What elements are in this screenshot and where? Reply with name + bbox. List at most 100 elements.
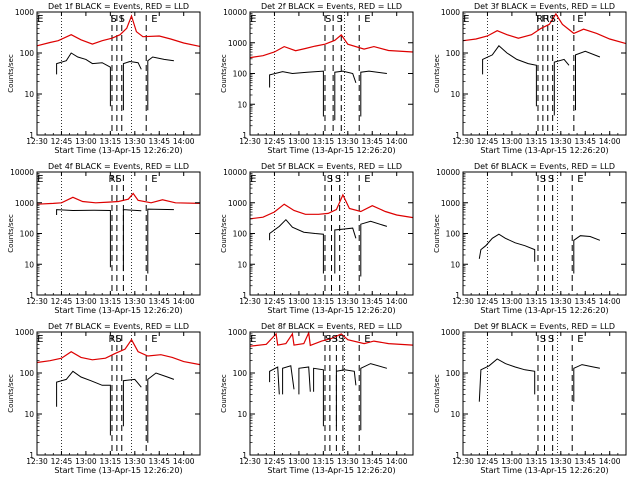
x-tick-label: 13:00 bbox=[501, 137, 523, 146]
event-rate-line bbox=[147, 372, 175, 443]
flag-label: E bbox=[250, 14, 256, 25]
x-tick-label: 13:30 bbox=[550, 137, 572, 146]
y-tick-label: 10000 bbox=[436, 168, 460, 177]
event-rate-line bbox=[553, 58, 570, 116]
x-tick-label: 12:30 bbox=[239, 137, 261, 146]
x-tick-label: 13:30 bbox=[337, 297, 359, 306]
chart-panel: Det 9f BLACK = Events, RED = LLD S S E 12:30… bbox=[433, 322, 627, 475]
x-tick-label: 12:45 bbox=[477, 297, 499, 306]
x-tick-label: 13:45 bbox=[361, 137, 383, 146]
x-tick-label: 14:00 bbox=[386, 297, 408, 306]
x-tick-label: 13:45 bbox=[148, 457, 170, 466]
flag-label: R bbox=[536, 14, 543, 25]
chart-title: Det 5f BLACK = Events, RED = LLD bbox=[261, 162, 402, 171]
x-tick-label: 13:15 bbox=[313, 297, 335, 306]
flag-label: S bbox=[325, 334, 331, 345]
chart-title: Det 8f BLACK = Events, RED = LLD bbox=[261, 322, 402, 331]
y-axis-label: Counts/sec bbox=[433, 214, 441, 253]
flag-label: S bbox=[115, 334, 121, 345]
x-tick-label: 14:00 bbox=[599, 137, 621, 146]
y-tick-label: 100 bbox=[446, 49, 461, 58]
x-tick-label: 13:00 bbox=[501, 457, 523, 466]
y-axis-label: Counts/sec bbox=[7, 214, 15, 253]
y-tick-label: 100 bbox=[233, 369, 248, 378]
event-rate-line bbox=[334, 70, 357, 121]
y-tick-label: 10 bbox=[24, 260, 34, 269]
flag-label: S bbox=[336, 14, 342, 25]
x-tick-label: 14:00 bbox=[599, 297, 621, 306]
y-axis-label: Counts/sec bbox=[7, 374, 15, 413]
flag-label: S bbox=[540, 174, 546, 185]
flag-label: S bbox=[115, 174, 121, 185]
x-tick-label: 12:30 bbox=[239, 457, 261, 466]
x-tick-label: 13:00 bbox=[75, 297, 97, 306]
x-tick-label: 14:00 bbox=[386, 457, 408, 466]
lld-rate-line bbox=[249, 34, 414, 59]
flag-label: E bbox=[577, 334, 583, 345]
x-tick-label: 13:15 bbox=[526, 297, 548, 306]
y-tick-label: 1 bbox=[242, 291, 247, 300]
x-tick-label: 13:15 bbox=[100, 137, 122, 146]
x-tick-label: 13:45 bbox=[574, 297, 596, 306]
event-rate-line bbox=[56, 209, 111, 268]
lld-rate-line bbox=[462, 12, 627, 45]
x-tick-label: 13:00 bbox=[501, 297, 523, 306]
flag-label: S bbox=[110, 14, 116, 25]
y-tick-label: 100 bbox=[446, 230, 461, 239]
chart-panel: Det 6f BLACK = Events, RED = LLD S S E 12:30… bbox=[433, 162, 627, 315]
x-tick-label: 12:45 bbox=[477, 457, 499, 466]
y-tick-label: 10000 bbox=[223, 8, 247, 17]
lld-rate-line bbox=[249, 193, 414, 220]
y-axis-label: Counts/sec bbox=[220, 54, 228, 93]
chart-title: Det 6f BLACK = Events, RED = LLD bbox=[474, 162, 615, 171]
x-tick-label: 12:45 bbox=[51, 137, 73, 146]
x-tick-label: 13:45 bbox=[148, 297, 170, 306]
y-tick-label: 10 bbox=[237, 410, 247, 419]
x-tick-label: 12:30 bbox=[26, 457, 48, 466]
x-tick-label: 13:15 bbox=[100, 457, 122, 466]
chart-panel: Det 1f BLACK = Events, RED = LLD E S S E 12:3… bbox=[7, 2, 201, 155]
x-tick-label: 13:00 bbox=[75, 137, 97, 146]
event-rate-line bbox=[269, 218, 324, 274]
flag-label: E bbox=[37, 174, 43, 185]
x-tick-label: 12:30 bbox=[239, 297, 261, 306]
event-rate-line bbox=[478, 358, 536, 402]
y-tick-label: 10 bbox=[24, 90, 34, 99]
chart-panel: Det 7f BLACK = Events, RED = LLD E R S E 12:3… bbox=[7, 322, 201, 475]
x-tick-label: 13:30 bbox=[124, 297, 146, 306]
flag-label: S bbox=[549, 14, 555, 25]
event-rate-line bbox=[482, 45, 537, 107]
event-rate-line bbox=[334, 227, 357, 274]
flag-label: E bbox=[37, 14, 43, 25]
flag-label: S bbox=[327, 174, 333, 185]
flag-label: E bbox=[151, 174, 157, 185]
x-tick-label: 14:00 bbox=[173, 137, 195, 146]
x-tick-label: 13:30 bbox=[337, 137, 359, 146]
chart-title: Det 3f BLACK = Events, RED = LLD bbox=[474, 2, 615, 11]
flag-label: S bbox=[540, 334, 546, 345]
y-tick-label: 1000 bbox=[441, 328, 460, 337]
x-tick-label: 12:45 bbox=[264, 137, 286, 146]
y-tick-label: 1000 bbox=[15, 8, 34, 17]
flag-label: S bbox=[338, 334, 344, 345]
x-tick-label: 13:30 bbox=[124, 137, 146, 146]
chart-title: Det 1f BLACK = Events, RED = LLD bbox=[48, 2, 189, 11]
x-axis-label: Start Time (13-Apr-15 12:26:20) bbox=[480, 306, 608, 315]
y-tick-label: 1 bbox=[242, 451, 247, 460]
x-tick-label: 13:00 bbox=[288, 457, 310, 466]
flag-label: S bbox=[548, 334, 554, 345]
x-tick-label: 13:45 bbox=[574, 137, 596, 146]
y-tick-label: 1 bbox=[29, 291, 34, 300]
event-rate-line bbox=[282, 365, 295, 395]
x-tick-label: 13:30 bbox=[550, 457, 572, 466]
chart-panel: Det 4f BLACK = Events, RED = LLD E R S E 12:3… bbox=[7, 162, 201, 315]
event-rate-line bbox=[122, 378, 142, 427]
x-tick-label: 14:00 bbox=[599, 457, 621, 466]
lld-rate-line bbox=[36, 338, 201, 366]
x-axis-label: Start Time (13-Apr-15 12:26:20) bbox=[267, 466, 395, 475]
x-tick-label: 13:15 bbox=[100, 297, 122, 306]
x-tick-label: 13:15 bbox=[526, 457, 548, 466]
y-tick-label: 1000 bbox=[228, 328, 247, 337]
flag-label: E bbox=[37, 334, 43, 345]
